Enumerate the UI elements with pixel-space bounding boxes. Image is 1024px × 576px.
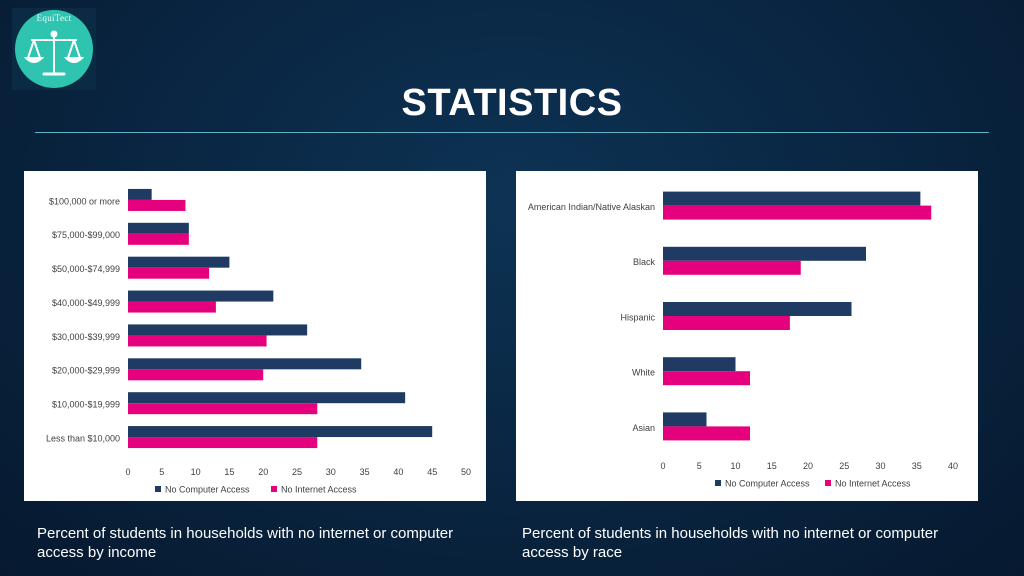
x-tick-label: 0 <box>660 461 665 471</box>
title-divider <box>35 132 989 133</box>
x-tick-label: 15 <box>224 467 234 477</box>
x-tick-label: 50 <box>461 467 471 477</box>
scales-of-justice-icon <box>24 30 84 76</box>
x-tick-label: 35 <box>360 467 370 477</box>
bar-no-internet-access <box>663 205 932 220</box>
x-tick-label: 45 <box>427 467 437 477</box>
x-tick-label: 25 <box>292 467 302 477</box>
category-label: $10,000-$19,999 <box>52 400 120 410</box>
bar-no-computer-access <box>663 191 921 206</box>
x-tick-label: 40 <box>393 467 403 477</box>
bar-no-internet-access <box>128 199 186 211</box>
x-tick-label: 5 <box>697 461 702 471</box>
x-tick-label: 15 <box>767 461 777 471</box>
legend-swatch <box>155 486 161 492</box>
legend-swatch <box>271 486 277 492</box>
bar-no-internet-access <box>128 369 264 381</box>
bar-no-computer-access <box>128 256 230 268</box>
x-tick-label: 20 <box>258 467 268 477</box>
legend-label: No Computer Access <box>165 484 250 494</box>
x-tick-label: 35 <box>912 461 922 471</box>
x-tick-label: 30 <box>875 461 885 471</box>
x-tick-label: 10 <box>191 467 201 477</box>
bar-no-computer-access <box>128 358 362 370</box>
bar-no-internet-access <box>128 335 267 347</box>
category-label: Black <box>633 257 656 267</box>
bar-no-computer-access <box>663 246 866 261</box>
race-bar-chart: American Indian/Native Alaskan Black Hispa… <box>528 191 958 488</box>
income-bar-chart: $100,000 or more $75,000-$99,000 $50,000-$… <box>46 188 471 494</box>
x-tick-label: 40 <box>948 461 958 471</box>
income-chart-panel: $100,000 or more $75,000-$99,000 $50,000-$… <box>24 171 486 501</box>
legend-swatch <box>825 480 831 486</box>
bar-no-computer-access <box>663 302 852 316</box>
logo-text: EquiTect <box>36 13 72 23</box>
legend-swatch <box>715 480 721 486</box>
x-tick-label: 25 <box>839 461 849 471</box>
category-label: $75,000-$99,000 <box>52 230 120 240</box>
legend-label: No Internet Access <box>281 484 357 494</box>
category-label: Less than $10,000 <box>46 433 120 443</box>
category-label: $50,000-$74,999 <box>52 264 120 274</box>
bar-no-computer-access <box>128 222 189 234</box>
income-chart-caption: Percent of students in households with n… <box>37 525 454 561</box>
bar-no-internet-access <box>663 426 750 441</box>
category-label: $20,000-$29,999 <box>52 366 120 376</box>
bar-no-internet-access <box>663 371 750 386</box>
bar-no-computer-access <box>663 412 707 427</box>
logo: EquiTect <box>12 8 96 90</box>
x-tick-label: 10 <box>730 461 740 471</box>
bar-no-computer-access <box>128 290 274 302</box>
x-tick-label: 5 <box>159 467 164 477</box>
bar-no-internet-access <box>128 233 189 245</box>
x-tick-label: 0 <box>125 467 130 477</box>
category-label: $100,000 or more <box>49 196 120 206</box>
bar-no-internet-access <box>663 260 801 275</box>
bar-no-computer-access <box>663 357 736 372</box>
category-label: American Indian/Native Alaskan <box>528 202 655 212</box>
bar-no-internet-access <box>128 267 210 279</box>
category-label: $30,000-$39,999 <box>52 332 120 342</box>
slide-title: STATISTICS <box>401 82 623 124</box>
bar-no-internet-access <box>128 437 318 449</box>
category-label: White <box>632 368 655 378</box>
category-label: Asian <box>632 423 655 433</box>
x-tick-label: 30 <box>326 467 336 477</box>
x-tick-label: 20 <box>803 461 813 471</box>
legend-label: No Computer Access <box>725 478 810 488</box>
bar-no-computer-access <box>128 392 406 404</box>
category-label: Hispanic <box>620 312 655 322</box>
bar-no-computer-access <box>128 324 308 336</box>
bar-no-computer-access <box>128 426 433 438</box>
bar-no-internet-access <box>128 301 216 313</box>
bar-no-internet-access <box>663 316 790 330</box>
bar-no-computer-access <box>128 188 152 200</box>
race-chart-panel: American Indian/Native Alaskan Black Hispa… <box>516 171 978 501</box>
category-label: $40,000-$49,999 <box>52 298 120 308</box>
bar-no-internet-access <box>128 403 318 415</box>
legend-label: No Internet Access <box>835 478 911 488</box>
race-chart-caption: Percent of students in households with n… <box>522 525 939 561</box>
